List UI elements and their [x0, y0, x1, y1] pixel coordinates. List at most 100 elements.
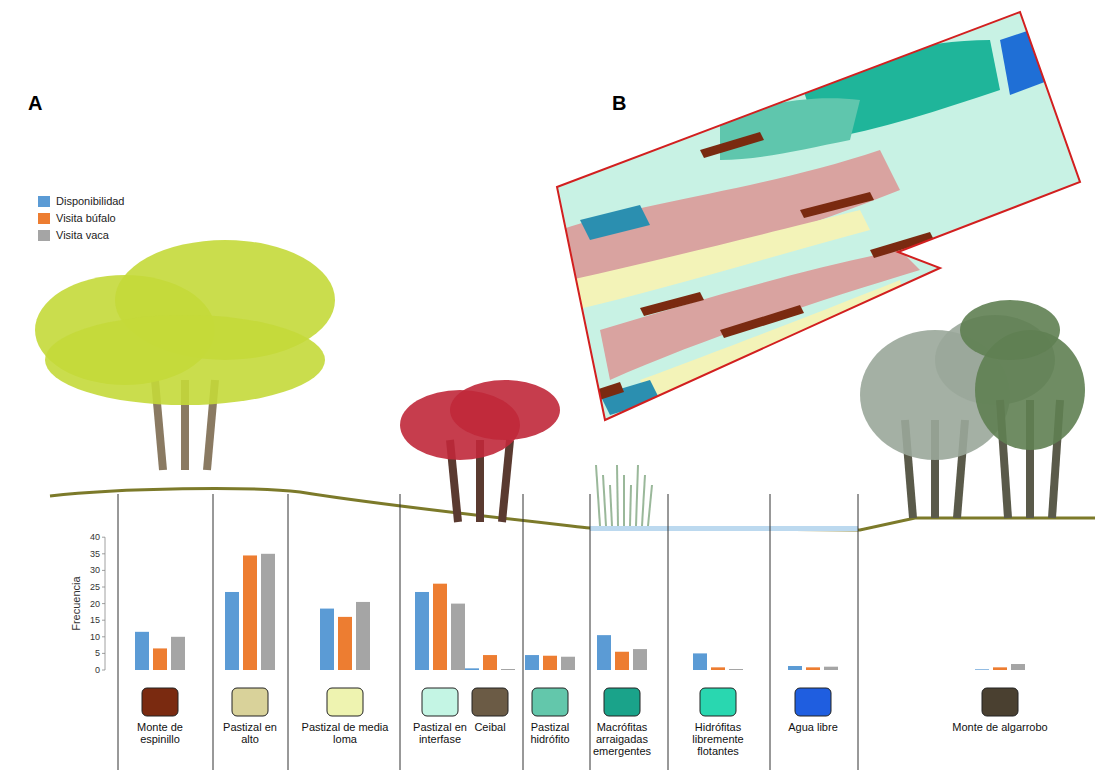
bar	[993, 667, 1007, 670]
legend-swatch	[38, 230, 50, 241]
map-patch	[700, 132, 764, 158]
column-separator	[590, 494, 591, 770]
bar	[615, 652, 629, 670]
category-label: Pastizal enalto	[223, 721, 277, 745]
bar	[338, 617, 352, 670]
y-tick	[102, 670, 105, 671]
bar	[153, 648, 167, 670]
category-swatch	[327, 688, 363, 716]
y-tick-label: 15	[90, 615, 100, 625]
column-separator	[400, 494, 401, 770]
tree-trunk	[502, 440, 510, 522]
reed	[610, 485, 612, 526]
category-label-line: espinillo	[140, 733, 180, 745]
reed	[630, 485, 631, 526]
category-swatch	[795, 688, 831, 716]
column-separator	[288, 494, 289, 770]
bar	[543, 656, 557, 670]
category-label: Ceibal	[474, 721, 505, 733]
reed	[623, 475, 625, 526]
map-patch	[720, 305, 804, 338]
category-label-line: Monte de algarrobo	[952, 721, 1047, 733]
bar	[225, 592, 239, 670]
legend-swatch	[38, 213, 50, 224]
category-label-line: hidrófito	[530, 733, 569, 745]
bar	[975, 669, 989, 670]
category-label-line: interfase	[419, 733, 461, 745]
y-tick-label: 5	[95, 648, 100, 658]
category-label-line: Pastizal en	[223, 721, 277, 733]
bar	[561, 657, 575, 670]
legend-label: Visita búfalo	[56, 212, 116, 224]
map-base	[557, 12, 1080, 420]
bar	[135, 632, 149, 670]
category-label-line: alto	[241, 733, 259, 745]
category-swatch	[472, 688, 508, 716]
category-label-line: arraigadas	[596, 733, 648, 745]
y-tick-label: 40	[90, 532, 100, 542]
bar	[356, 602, 370, 670]
category-label-line: loma	[333, 733, 358, 745]
category-label: Monte deespinillo	[137, 721, 183, 745]
y-tick	[102, 603, 105, 604]
tree-crown	[45, 315, 325, 405]
column-separator	[118, 494, 119, 770]
bar	[171, 637, 185, 670]
map-patch	[640, 292, 704, 316]
bar	[261, 554, 275, 670]
bar	[433, 584, 447, 670]
y-axis-title: Frecuencia	[70, 576, 82, 631]
category-label-line: emergentes	[593, 745, 652, 757]
category-swatch	[700, 688, 736, 716]
legend-label: Visita vaca	[56, 229, 110, 241]
reed	[636, 465, 638, 526]
category-swatch	[604, 688, 640, 716]
category-label-line: libremente	[692, 733, 743, 745]
bar	[597, 635, 611, 670]
category-label: Pastizal de medialoma	[302, 721, 390, 745]
category-label-line: Agua libre	[788, 721, 838, 733]
bar	[415, 592, 429, 670]
y-tick	[102, 653, 105, 654]
bar	[501, 669, 515, 670]
reed	[648, 485, 652, 526]
y-tick-label: 25	[90, 582, 100, 592]
panel-label: A	[28, 92, 42, 114]
reed	[642, 475, 645, 526]
column-separator	[668, 494, 669, 770]
category-label-line: Monte de	[137, 721, 183, 733]
category-label-line: Pastizal en	[413, 721, 467, 733]
bar	[451, 604, 465, 670]
y-tick-label: 20	[90, 599, 100, 609]
column-separator	[858, 494, 859, 770]
bar	[243, 555, 257, 670]
map-patch	[720, 98, 860, 160]
tree-crown	[450, 380, 560, 440]
tree-crown	[960, 300, 1060, 360]
y-axis-line	[105, 537, 106, 670]
map-patch	[1000, 30, 1050, 95]
category-label: Monte de algarrobo	[952, 721, 1047, 733]
bar	[806, 667, 820, 670]
category-label: Macrófitasarraigadasemergentes	[593, 721, 652, 757]
reed	[603, 475, 606, 526]
category-swatch	[232, 688, 268, 716]
legend-label: Disponibilidad	[56, 195, 125, 207]
category-label: Pastizalhidrófito	[530, 721, 569, 745]
column-separator	[770, 494, 771, 770]
bar	[465, 668, 479, 670]
bar	[483, 655, 497, 670]
bar	[711, 667, 725, 670]
map-patch	[800, 192, 874, 218]
y-tick-label: 35	[90, 549, 100, 559]
category-label: Pastizal eninterfase	[413, 721, 467, 745]
category-label-line: Ceibal	[474, 721, 505, 733]
category-swatch	[532, 688, 568, 716]
map-outline	[557, 12, 1080, 420]
bars	[135, 554, 1025, 670]
bar	[693, 653, 707, 670]
bar	[525, 655, 539, 670]
category-swatch	[142, 688, 178, 716]
map	[557, 12, 1080, 420]
bar	[1011, 664, 1025, 670]
